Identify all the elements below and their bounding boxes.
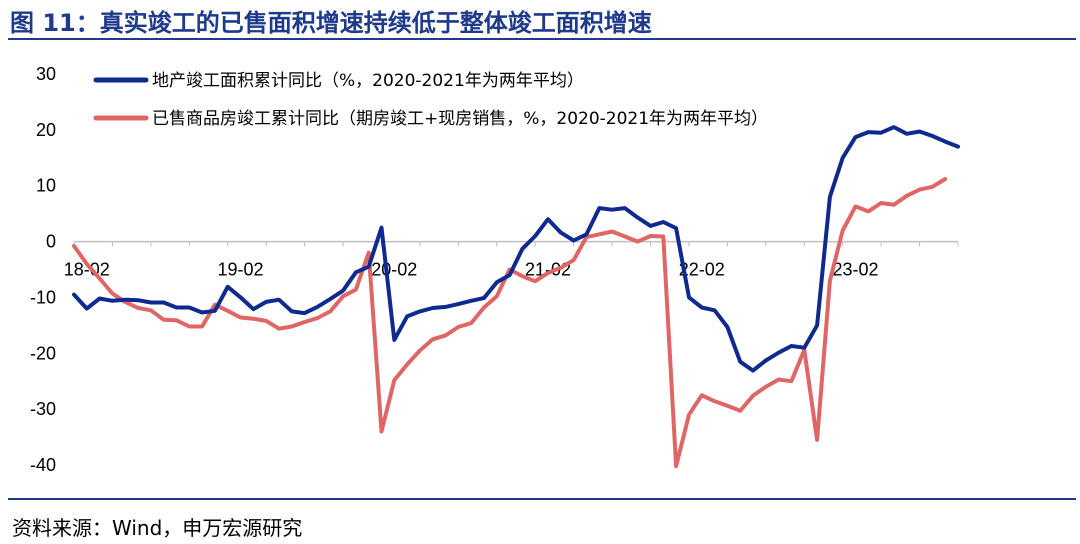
chart-legend: 地产竣工面积累计同比（%，2020-2021年为两年平均） 已售商品房竣工累计同… (93, 71, 768, 129)
footer-divider (8, 498, 1076, 500)
title-divider (8, 38, 1076, 40)
x-tick-label: 22-02 (679, 260, 725, 280)
series-line-2 (72, 177, 948, 469)
chart-lines (72, 125, 960, 469)
x-tick-label: 19-02 (218, 260, 264, 280)
y-tick-label: -20 (30, 343, 56, 363)
y-tick-label: -10 (30, 287, 56, 307)
chart-title: 图 11：真实竣工的已售面积增速持续低于整体竣工面积增速 (10, 9, 652, 37)
y-tick-label: -40 (30, 455, 56, 475)
x-tick-label: 21-02 (525, 260, 571, 280)
legend-label-series-2: 已售商品房竣工累计同比（期房竣工+现房销售，%，2020-2021年为两年平均） (152, 109, 768, 129)
source-note: 资料来源：Wind，申万宏源研究 (12, 516, 303, 540)
y-tick-label: 30 (36, 64, 56, 84)
y-tick-label: 0 (46, 232, 56, 252)
x-tick-label: 20-02 (371, 260, 417, 280)
y-tick-label: 20 (36, 120, 56, 140)
legend-label-series-1: 地产竣工面积累计同比（%，2020-2021年为两年平均） (152, 71, 584, 91)
x-tick-label: 23-02 (832, 260, 878, 280)
y-tick-label: -30 (30, 399, 56, 419)
y-tick-label: 10 (36, 176, 56, 196)
series-line-1 (72, 125, 960, 373)
